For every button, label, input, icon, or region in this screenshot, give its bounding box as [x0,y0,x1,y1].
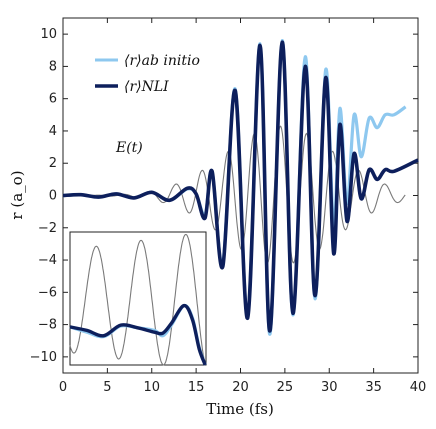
x-tick-label: 10 [143,380,160,395]
y-tick-label: −8 [38,318,57,333]
field-label: E(t) [115,140,143,156]
x-axis: 0 5 10 15 20 25 30 35 40 [59,18,426,395]
legend-label-ab-initio: ⟨r⟩ab initio [124,53,200,69]
y-tick-label: 2 [49,156,57,171]
legend-label-nli: ⟨r⟩NLI [124,79,169,95]
y-tick-label: −4 [38,253,57,268]
series-layer [62,38,419,336]
x-tick-label: 30 [321,380,338,395]
inset-nli-line [69,303,207,366]
x-axis-label: Time (fs) [206,400,274,418]
series-nli-line [62,40,419,333]
inset [69,231,207,366]
y-tick-label: 6 [49,92,57,107]
y-axis: −10 −8 −6 −4 −2 0 2 4 6 8 10 [30,27,418,365]
x-tick-label: 0 [59,380,67,395]
x-tick-label: 25 [277,380,294,395]
x-tick-label: 20 [232,380,249,395]
inset-e-field-line [69,233,207,366]
x-tick-label: 5 [103,380,111,395]
x-tick-label: 35 [365,380,382,395]
y-axis-label: r (a_o) [8,170,26,219]
x-tick-label: 40 [410,380,427,395]
y-tick-label: 8 [49,59,57,74]
y-tick-label: −10 [30,350,57,365]
inset-series-layer [69,233,207,366]
y-tick-label: −2 [38,221,57,236]
y-tick-label: 4 [49,124,57,139]
x-tick-label: 15 [188,380,205,395]
legend: ⟨r⟩ab initio ⟨r⟩NLI [95,53,200,95]
y-tick-label: 10 [40,27,57,42]
inset-frame [69,231,207,366]
y-tick-label: −6 [38,285,57,300]
y-tick-label: 0 [49,189,57,204]
